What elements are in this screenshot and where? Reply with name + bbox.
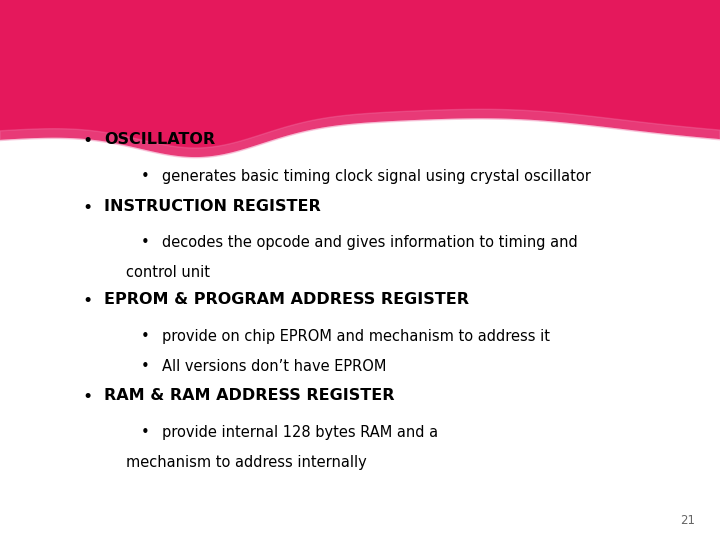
Text: •: • [83, 292, 93, 310]
Text: control unit: control unit [126, 265, 210, 280]
Text: provide on chip EPROM and mechanism to address it: provide on chip EPROM and mechanism to a… [162, 329, 550, 344]
Text: •: • [140, 169, 149, 184]
Text: •: • [83, 388, 93, 406]
Text: decodes the opcode and gives information to timing and: decodes the opcode and gives information… [162, 235, 577, 251]
Text: provide internal 128 bytes RAM and a: provide internal 128 bytes RAM and a [162, 425, 438, 440]
Text: All versions don’t have EPROM: All versions don’t have EPROM [162, 359, 387, 374]
Text: generates basic timing clock signal using crystal oscillator: generates basic timing clock signal usin… [162, 169, 591, 184]
Text: mechanism to address internally: mechanism to address internally [126, 455, 366, 470]
Text: 21: 21 [680, 514, 695, 526]
Text: OSCILLATOR: OSCILLATOR [104, 132, 215, 147]
Text: INSTRUCTION REGISTER: INSTRUCTION REGISTER [104, 199, 321, 214]
Text: •: • [83, 132, 93, 150]
Text: •: • [140, 425, 149, 440]
Bar [0, 0, 720, 140]
Text: •: • [140, 235, 149, 251]
Text: •: • [140, 329, 149, 344]
Text: RAM & RAM ADDRESS REGISTER: RAM & RAM ADDRESS REGISTER [104, 388, 395, 403]
Text: EPROM & PROGRAM ADDRESS REGISTER: EPROM & PROGRAM ADDRESS REGISTER [104, 292, 469, 307]
Text: •: • [140, 359, 149, 374]
Text: •: • [83, 199, 93, 217]
